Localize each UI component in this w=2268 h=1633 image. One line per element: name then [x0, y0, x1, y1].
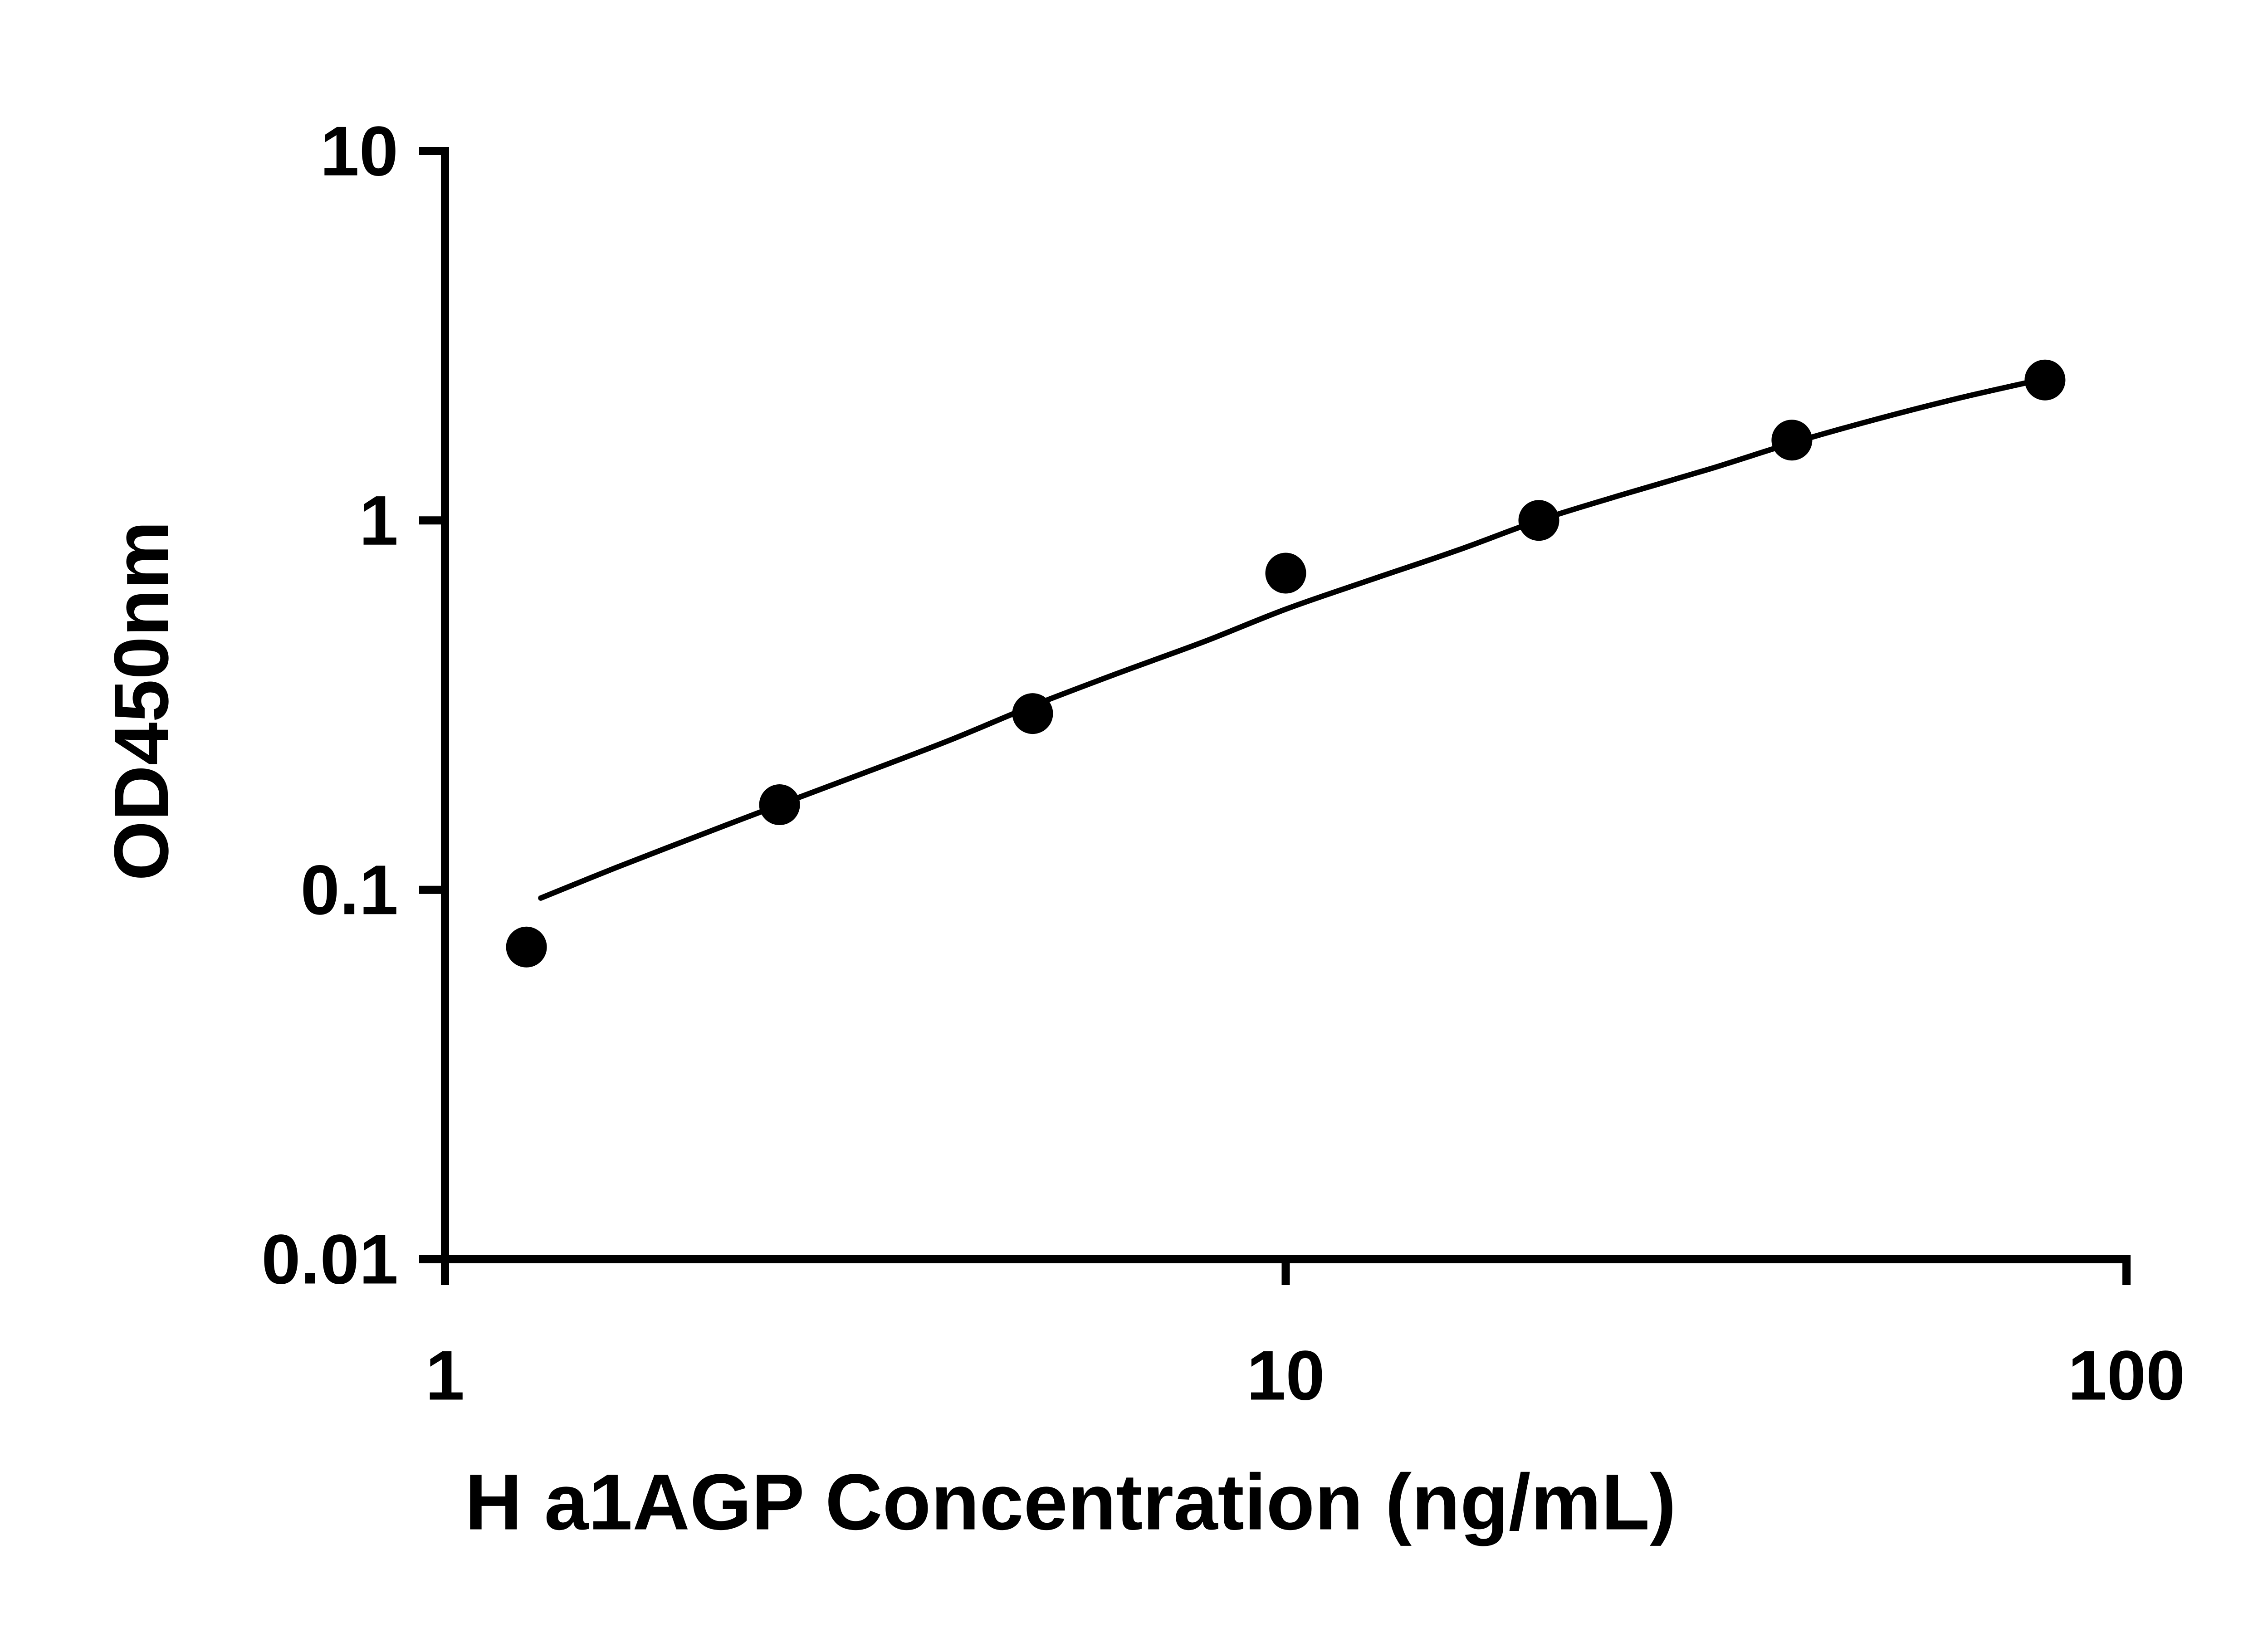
x-tick-label: 100	[2068, 1336, 2185, 1415]
y-tick-label: 0.1	[301, 851, 398, 929]
data-point	[1265, 552, 1306, 594]
data-point	[2024, 359, 2066, 401]
data-point	[1518, 500, 1559, 541]
x-tick-label: 1	[425, 1336, 464, 1415]
y-axis-title: OD450nm	[98, 521, 185, 881]
axes	[441, 147, 2131, 1263]
data-point	[759, 784, 800, 825]
y-tick-label: 0.01	[261, 1220, 398, 1299]
y-tick-label: 1	[359, 481, 398, 560]
x-tick-label: 10	[1246, 1336, 1325, 1415]
data-point	[1012, 693, 1053, 734]
x-axis-title: H a1AGP Concentration (ng/mL)	[464, 1458, 1677, 1547]
data-point	[1771, 420, 1813, 461]
data-point	[506, 926, 547, 968]
y-tick-label: 10	[320, 112, 398, 191]
